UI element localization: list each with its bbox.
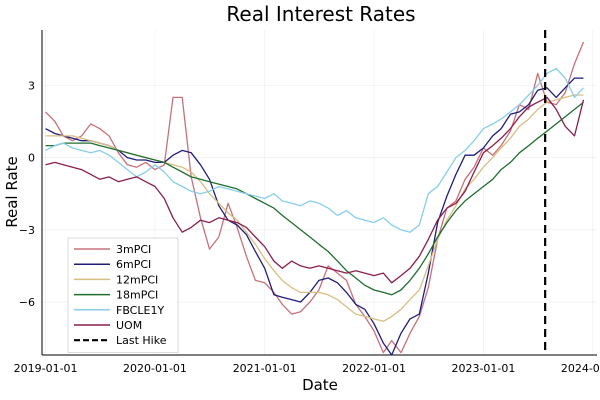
legend-label: 12mPCI bbox=[116, 273, 158, 286]
series-line-uom bbox=[45, 96, 585, 284]
y-tick-label: −6 bbox=[19, 296, 35, 309]
x-tick-label: 2023-01-01 bbox=[451, 362, 515, 375]
x-tick-label: 2021-01-01 bbox=[233, 362, 297, 375]
x-tick-label: 2022-01-01 bbox=[342, 362, 406, 375]
chart-title: Real Interest Rates bbox=[226, 2, 415, 26]
legend-label: 6mPCI bbox=[116, 258, 151, 271]
legend-label: 3mPCI bbox=[116, 243, 151, 256]
legend-label: FBCLE1Y bbox=[116, 304, 164, 317]
series-line-18mpci bbox=[45, 101, 584, 296]
series-line-3mpci bbox=[45, 41, 585, 354]
series-line-fbcle1y bbox=[45, 67, 584, 233]
x-tick-label: 2020-01-01 bbox=[123, 362, 187, 375]
series-lines bbox=[45, 41, 585, 356]
y-axis-label: Real Rate bbox=[3, 156, 21, 228]
series-line-6mpci bbox=[45, 77, 584, 356]
x-tick-labels: 2019-01-01 2020-01-01 2021-01-01 2022-01-01… bbox=[14, 362, 600, 375]
legend-label: Last Hike bbox=[116, 334, 167, 347]
y-tick-label: −3 bbox=[19, 224, 35, 237]
legend-label: UOM bbox=[116, 319, 142, 332]
y-tick-label: 3 bbox=[28, 79, 35, 92]
legend-label: 18mPCI bbox=[116, 289, 158, 302]
x-tick-label: 2024-01-01 bbox=[561, 362, 600, 375]
x-axis-label: Date bbox=[302, 376, 338, 394]
y-tick-labels: 3 0 −3 −6 bbox=[19, 79, 35, 309]
x-tick-label: 2019-01-01 bbox=[14, 362, 78, 375]
legend: 3mPCI 6mPCI 12mPCI 18mPCI FBCLE1Y UOM Last Hik… bbox=[67, 237, 179, 353]
y-tick-label: 0 bbox=[28, 152, 35, 165]
legend-box bbox=[67, 237, 179, 353]
